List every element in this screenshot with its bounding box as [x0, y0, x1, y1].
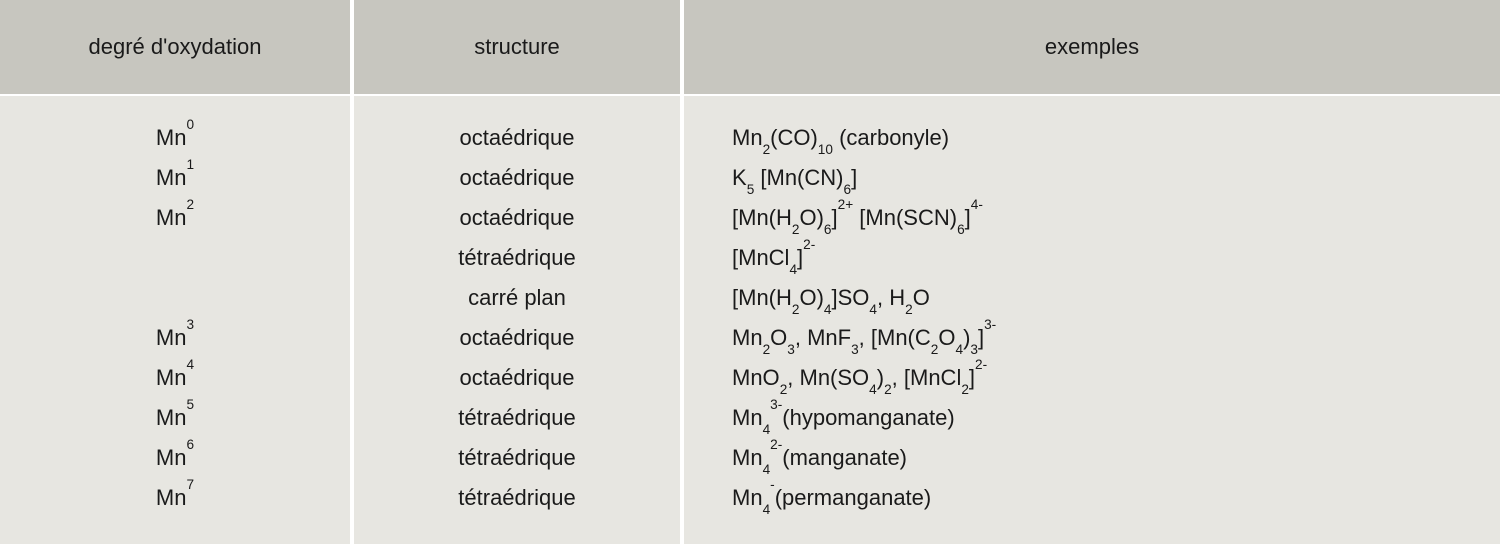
example-cell: MnO2, Mn(SO4)2, [MnCl2]2- [732, 358, 1490, 398]
example-cell: Mn2(CO)10 (carbonyle) [732, 118, 1490, 158]
oxidation-cell: Mn7 [156, 478, 194, 518]
example-cell: K5 [Mn(CN)6] [732, 158, 1490, 198]
example-cell: [MnCl4]2- [732, 238, 1490, 278]
col-oxidation: Mn0Mn1Mn2 Mn3Mn4Mn5Mn6Mn7 [0, 96, 350, 544]
oxidation-states-table: degré d'oxydation structure exemples Mn0… [0, 0, 1500, 544]
structure-cell: tétraédrique [458, 398, 575, 438]
oxidation-cell [172, 238, 178, 278]
header-examples: exemples [680, 0, 1500, 96]
structure-cell: octaédrique [460, 358, 575, 398]
oxidation-cell: Mn1 [156, 158, 194, 198]
header-structure: structure [350, 0, 680, 96]
col-examples: Mn2(CO)10 (carbonyle)K5 [Mn(CN)6][Mn(H2O… [680, 96, 1500, 544]
structure-cell: octaédrique [460, 198, 575, 238]
structure-cell: tétraédrique [458, 238, 575, 278]
example-cell: Mn43-(hypomanganate) [732, 398, 1490, 438]
oxidation-cell: Mn3 [156, 318, 194, 358]
oxidation-cell [172, 278, 178, 318]
structure-cell: octaédrique [460, 158, 575, 198]
example-cell: [Mn(H2O)6]2+ [Mn(SCN)6]4- [732, 198, 1490, 238]
col-structure: octaédriqueoctaédriqueoctaédriquetétraéd… [350, 96, 680, 544]
oxidation-cell: Mn6 [156, 438, 194, 478]
table-body: Mn0Mn1Mn2 Mn3Mn4Mn5Mn6Mn7 octaédriqueoct… [0, 96, 1500, 544]
oxidation-cell: Mn4 [156, 358, 194, 398]
structure-cell: tétraédrique [458, 478, 575, 518]
structure-cell: carré plan [468, 278, 566, 318]
example-cell: [Mn(H2O)4]SO4, H2O [732, 278, 1490, 318]
oxidation-cell: Mn0 [156, 118, 194, 158]
oxidation-cell: Mn2 [156, 198, 194, 238]
example-cell: Mn2O3, MnF3, [Mn(C2O4)3]3- [732, 318, 1490, 358]
structure-cell: tétraédrique [458, 438, 575, 478]
oxidation-cell: Mn5 [156, 398, 194, 438]
structure-cell: octaédrique [460, 318, 575, 358]
table-header: degré d'oxydation structure exemples [0, 0, 1500, 96]
header-oxidation: degré d'oxydation [0, 0, 350, 96]
structure-cell: octaédrique [460, 118, 575, 158]
example-cell: Mn4-(permanganate) [732, 478, 1490, 518]
example-cell: Mn42-(manganate) [732, 438, 1490, 478]
